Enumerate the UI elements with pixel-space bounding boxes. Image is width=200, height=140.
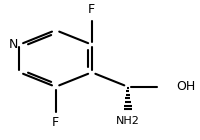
Text: OH: OH [177, 80, 196, 93]
Text: NH2: NH2 [116, 116, 140, 126]
Text: F: F [52, 116, 59, 129]
Text: F: F [88, 3, 95, 16]
Text: N: N [8, 38, 18, 51]
